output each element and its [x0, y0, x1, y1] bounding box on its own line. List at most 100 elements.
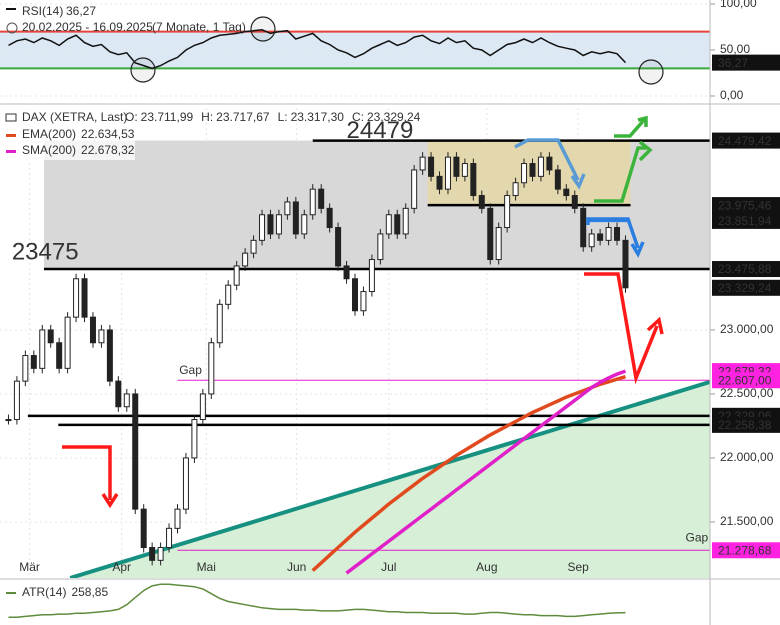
- price-tag-label: 22.258,38: [718, 418, 772, 432]
- y-tick-label: 0,00: [720, 88, 744, 102]
- candle-body: [402, 207, 409, 235]
- price-tag-label: 21.278,68: [718, 543, 772, 557]
- candle-body: [106, 329, 113, 382]
- legend-bg: [0, 108, 135, 160]
- chart-title: DAX (XETRA, Last): [22, 110, 127, 124]
- candle-body: [259, 214, 266, 241]
- legend-name: SMA(200): [22, 143, 76, 157]
- price-tag-label: 23.851,94: [718, 214, 772, 228]
- legend-swatch: [5, 113, 17, 122]
- y-tick-label: 23.000,00: [720, 322, 774, 336]
- candle-body: [292, 201, 299, 235]
- candle-body: [174, 508, 181, 529]
- candle-body: [487, 207, 494, 261]
- candle-body: [81, 278, 88, 318]
- candle-body: [250, 239, 257, 254]
- candle-body: [368, 259, 375, 293]
- zone: [427, 140, 631, 206]
- span: (7 Monate, 1 Tag): [152, 20, 246, 34]
- candle-body: [394, 214, 401, 235]
- candle-body: [326, 207, 333, 229]
- candle-body: [98, 329, 105, 344]
- x-tick-label: Mär: [19, 560, 40, 574]
- candle-body: [563, 188, 570, 197]
- candle-body: [5, 419, 12, 422]
- price-tag-label: 36,27: [718, 56, 748, 70]
- candle-body: [73, 278, 80, 318]
- candle-body: [470, 163, 477, 197]
- series-line: [311, 375, 626, 572]
- clock-icon: [6, 22, 18, 34]
- candle-body: [546, 156, 553, 171]
- candle-body: [191, 419, 198, 459]
- x-tick-label: Aug: [476, 560, 497, 574]
- candle-body: [30, 355, 37, 369]
- candle-body: [157, 547, 164, 561]
- candle-body: [478, 195, 485, 209]
- candle-body: [597, 233, 604, 241]
- candle-body: [166, 527, 173, 549]
- candle-body: [622, 239, 629, 289]
- candle-body: [318, 188, 325, 209]
- candle-body: [13, 380, 20, 421]
- candle-body: [64, 316, 71, 369]
- candle-body: [56, 342, 63, 369]
- y-tick-label: 22.500,00: [720, 386, 774, 400]
- ohlc-value: 23.317,30: [291, 110, 345, 124]
- candle-body: [225, 284, 232, 305]
- candle-body: [47, 329, 54, 344]
- price-tag-label: 23.475,88: [718, 262, 772, 276]
- candle-body: [275, 214, 282, 235]
- candle-body: [444, 156, 451, 190]
- candle-body: [411, 169, 418, 209]
- candle-body: [377, 233, 384, 261]
- price-tag: [712, 416, 780, 433]
- x-tick-label: Jul: [381, 560, 396, 574]
- price-tag-label: 22.607,00: [718, 373, 772, 387]
- price-tag: [712, 197, 780, 214]
- price-tag: [712, 542, 780, 559]
- candle-body: [233, 265, 240, 286]
- annotation-arrows: [62, 16, 664, 509]
- series-line: [8, 583, 626, 618]
- legend-swatch: [6, 8, 16, 10]
- legend-swatch: [6, 134, 16, 137]
- candle-body: [309, 188, 316, 216]
- candle-body: [39, 329, 46, 369]
- candle-body: [605, 227, 612, 241]
- candle-body: [335, 227, 342, 267]
- ohlc-value: 23.711,99: [141, 110, 194, 124]
- price-tag-label: 23.329,24: [718, 281, 772, 295]
- y-tick-label: 50,00: [720, 42, 750, 56]
- candle-body: [521, 163, 528, 184]
- ohlc-value: 23.717,67: [216, 110, 270, 124]
- candle-body: [182, 457, 189, 510]
- candle-body: [537, 156, 544, 177]
- legend-name: EMA(200): [22, 127, 76, 141]
- candle-body: [461, 163, 468, 177]
- x-tick-label: Apr: [112, 560, 131, 574]
- candle-body: [554, 169, 561, 190]
- candle-body: [242, 252, 249, 267]
- candle-body: [614, 227, 621, 241]
- candle-body: [343, 265, 350, 280]
- candle-body: [588, 233, 595, 248]
- price-tag: [712, 212, 780, 229]
- candle-body: [428, 156, 435, 177]
- candle-body: [267, 214, 274, 235]
- legend-name: RSI(14): [22, 4, 63, 18]
- rsi-panel: [0, 3, 710, 97]
- ohlc-name: H:: [201, 110, 213, 124]
- x-tick-label: Mai: [197, 560, 216, 574]
- period: 20.02.2025 - 16.09.2025: [22, 20, 153, 34]
- ohlc-name: C:: [352, 110, 364, 124]
- annotation: 24479: [347, 117, 414, 144]
- candle-body: [284, 201, 291, 216]
- ohlc-value: 23.329,24: [367, 110, 421, 124]
- legend-value: 22.634,53: [81, 127, 135, 141]
- candle-body: [208, 342, 215, 395]
- candle-body: [132, 393, 139, 510]
- legend-value: 36,27: [66, 4, 96, 18]
- price-tag: [712, 54, 780, 71]
